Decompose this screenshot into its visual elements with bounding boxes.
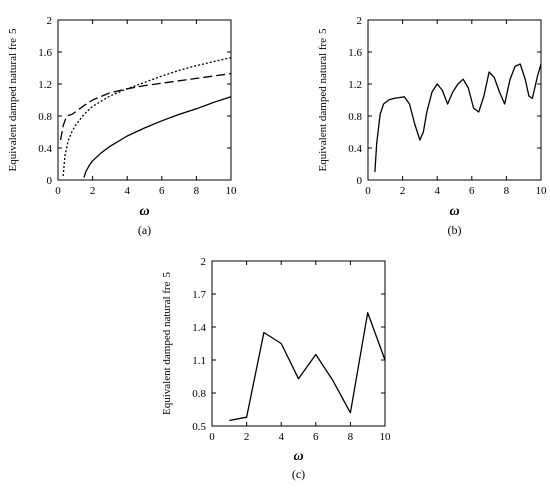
y-tick-label: 1.7: [192, 289, 206, 301]
y-axis-label-text: Equivalent damped natural fre: [317, 38, 329, 172]
y-tick-label: 0.8: [38, 111, 52, 123]
series-line-solid: [229, 312, 386, 422]
plot-frame: [57, 19, 232, 181]
y-tick-label: 1.2: [348, 79, 362, 91]
x-tick-label: 10: [536, 185, 548, 197]
x-tick-label: 2: [90, 185, 96, 197]
y-tick-label: 1.6: [348, 47, 362, 59]
x-tick-label: 4: [124, 185, 130, 197]
y-tick-label: 2: [357, 15, 363, 27]
x-tick-label: 0: [209, 431, 215, 443]
y-tick-label: 2: [47, 15, 53, 27]
series-line-solid: [374, 63, 542, 173]
x-axis-label: ω: [449, 204, 459, 219]
y-tick-label: 1.6: [38, 47, 52, 59]
y-tick-label: 0.4: [348, 143, 362, 155]
panel-label: (c): [292, 467, 305, 481]
y-axis-label: Equivalent damped natural fre 5: [7, 28, 19, 171]
series-line-dashed: [59, 72, 232, 141]
y-tick-label: 2: [201, 256, 207, 268]
y-tick-label: 0: [357, 175, 363, 187]
x-tick-label: 4: [434, 185, 440, 197]
y-axis-label-text: Equivalent damped natural fre: [7, 38, 19, 172]
x-tick-label: 0: [365, 185, 371, 197]
y-tick-label: 0: [47, 175, 53, 187]
y-tick-label: 0.8: [348, 111, 362, 123]
x-tick-label: 6: [469, 185, 475, 197]
y-axis-label: Equivalent damped natural fre 5: [161, 272, 173, 415]
x-tick-label: 10: [226, 185, 238, 197]
chart-panel-3: 0 2 4 6 8 10 0.5 0.8 1.1 1.4 1.7 2 Equivalent damped…: [161, 256, 391, 481]
x-tick-label: 0: [55, 185, 61, 197]
x-tick-label: 4: [278, 431, 284, 443]
y-axis-label-suffix: 5: [317, 28, 329, 34]
x-tick-label: 6: [159, 185, 165, 197]
x-tick-label: 8: [348, 431, 354, 443]
y-tick-label: 0.4: [38, 143, 52, 155]
x-tick-label: 10: [380, 431, 392, 443]
y-tick-label: 0.5: [192, 421, 206, 433]
x-tick-label: 2: [400, 185, 406, 197]
x-tick-label: 6: [313, 431, 319, 443]
y-tick-label: 1.2: [38, 79, 52, 91]
y-tick-label: 1.1: [192, 355, 206, 367]
series-line-solid: [83, 96, 232, 178]
x-axis-label: ω: [293, 449, 303, 464]
chart-panel-1: 0 2 4 6 8 10 0 0.4 0.8 1.2 1.6 2 Equivalent damped n…: [7, 15, 237, 237]
y-axis-label: Equivalent damped natural fre 5: [317, 28, 329, 171]
panel-label: (a): [138, 223, 151, 237]
x-tick-label: 8: [504, 185, 510, 197]
x-tick-label: 8: [194, 185, 200, 197]
y-tick-label: 0.8: [192, 388, 206, 400]
x-tick-label: 2: [244, 431, 250, 443]
panel-label: (b): [448, 223, 462, 237]
chart-panel-2: 0 2 4 6 8 10 0 0.4 0.8 1.2 1.6 2 Equivalent damped n…: [317, 15, 547, 237]
y-axis-label-suffix: 5: [7, 28, 19, 34]
y-axis-label-suffix: 5: [161, 272, 173, 278]
series-line-dotted: [62, 56, 232, 177]
y-tick-label: 1.4: [192, 322, 206, 334]
plot-frame: [367, 19, 542, 181]
y-axis-label-text: Equivalent damped natural fre: [161, 281, 173, 415]
x-axis-label: ω: [139, 204, 149, 219]
plot-frame: [211, 260, 386, 427]
